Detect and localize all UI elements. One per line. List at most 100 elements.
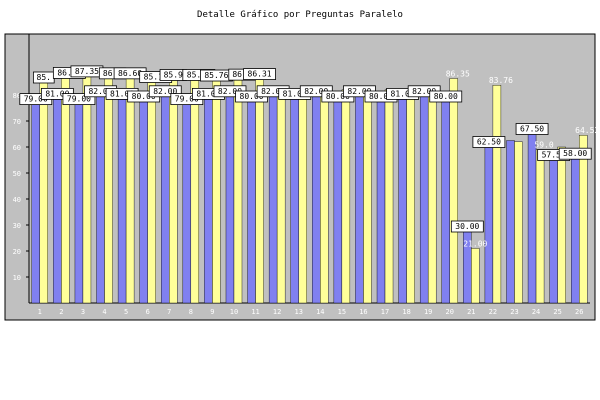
bar-series2-3	[82, 75, 92, 304]
data-label-series2-10: 86.1	[232, 70, 251, 79]
bar-series1-10	[225, 89, 235, 304]
data-label-series1-20-box	[429, 90, 463, 103]
data-label-series2-4: 86.6	[103, 69, 122, 78]
x-tick-label: 25	[553, 308, 561, 316]
data-label-series1-3-box	[62, 93, 96, 105]
bar-series2-14	[320, 89, 329, 304]
bar-series1-20	[441, 94, 450, 304]
y-tick-label: 50	[13, 170, 21, 178]
x-tick-label: 23	[510, 308, 518, 316]
bar-series1-9	[204, 92, 213, 304]
x-tick-label: 15	[338, 308, 346, 316]
data-label-series1-9: 81.00	[196, 89, 220, 98]
bar-series2-7	[169, 79, 178, 304]
bar-series2-9	[212, 79, 221, 304]
data-label-series1-1: 79.00	[24, 95, 48, 104]
data-label-series2-24: 59.0	[534, 141, 553, 150]
bar-series1-5	[117, 92, 127, 304]
bar-series2-10	[233, 78, 243, 304]
x-tick-label: 12	[273, 308, 281, 316]
data-label-series2-20: 86.35	[446, 69, 470, 78]
data-label-series2-11-box	[243, 68, 276, 80]
bar-series2-15	[341, 89, 351, 304]
data-label-series1-21-box	[450, 220, 484, 233]
data-label-series1-16: 82.00	[347, 87, 371, 96]
x-tick-label: 26	[575, 308, 583, 316]
data-label-series2-8: 85.97	[187, 70, 211, 79]
y-tick-label: 60	[13, 144, 21, 152]
bar-series1-11	[247, 94, 256, 304]
bar-series1-15	[333, 94, 343, 304]
data-label-series2-5: 86.60	[118, 69, 142, 78]
bar-series2-1	[39, 81, 48, 304]
bar-series1-21	[463, 224, 472, 304]
bar-series2-16	[363, 89, 372, 304]
x-tick-label: 1	[38, 308, 42, 316]
data-label-series1-19: 82.00	[412, 87, 436, 96]
bar-series2-24	[535, 149, 545, 304]
x-tick-label: 5	[124, 308, 128, 316]
x-tick-label: 14	[316, 308, 324, 316]
bar-series1-1	[31, 97, 40, 304]
bar-series2-2	[61, 77, 70, 304]
bar-series2-19	[427, 89, 437, 304]
y-tick-label: 40	[13, 196, 21, 204]
bar-series1-12	[268, 89, 278, 304]
bar-series1-14	[312, 89, 321, 304]
data-label-series1-15: 80.00	[326, 92, 350, 101]
bar-series1-24	[527, 127, 537, 304]
data-label-series1-25: 57.50	[542, 151, 566, 160]
data-label-series1-12: 82.00	[261, 87, 285, 96]
data-label-series1-8: 79.00	[175, 95, 199, 104]
data-label-series1-22: 62.50	[477, 138, 501, 147]
data-label-series1-7: 82.00	[153, 87, 177, 96]
x-tick-label: 17	[381, 308, 389, 316]
bar-series2-25	[557, 146, 566, 304]
data-label-series1-10: 82.00	[218, 87, 242, 96]
y-tick-label: 10	[13, 274, 21, 282]
x-tick-label: 21	[467, 308, 475, 316]
bar-series1-4	[96, 89, 105, 304]
data-label-series2-3: 87.35	[75, 67, 99, 76]
data-label-series1-5: 81.00	[110, 89, 134, 98]
x-tick-label: 18	[402, 308, 410, 316]
bar-series1-16	[355, 89, 364, 304]
x-tick-label: 9	[210, 308, 214, 316]
bar-series1-22	[484, 140, 494, 304]
y-tick-label: 20	[13, 248, 21, 256]
bar-series1-18	[398, 92, 407, 304]
data-label-series1-22-box	[472, 136, 506, 148]
data-label-series1-11: 80.00	[240, 92, 264, 101]
bar-series2-8	[190, 79, 200, 304]
bar-series1-6	[139, 94, 148, 304]
data-label-series2-22: 83.76	[489, 76, 513, 85]
bar-series2-6	[147, 81, 156, 304]
x-tick-label: 13	[294, 308, 302, 316]
data-label-series1-4: 82.00	[88, 87, 112, 96]
data-label-series2-9: 85.76	[204, 71, 228, 80]
data-label-series2-1: 85.	[37, 73, 51, 82]
data-label-series2-6: 85.18	[144, 73, 168, 82]
x-tick-label: 10	[230, 308, 238, 316]
data-label-series1-2: 81.00	[45, 89, 69, 98]
x-tick-label: 20	[446, 308, 454, 316]
data-label-series1-26-box	[558, 147, 592, 160]
data-label-series1-21: 30.00	[455, 222, 479, 231]
x-tick-label: 2	[59, 308, 63, 316]
bar-series1-3	[74, 97, 84, 304]
data-label-series2-11: 86.31	[248, 70, 272, 79]
bar-series1-17	[376, 94, 386, 304]
x-tick-label: 22	[489, 308, 497, 316]
bar-series1-2	[53, 92, 62, 304]
bar-series2-11	[255, 78, 264, 304]
bar-series2-22	[492, 85, 502, 304]
x-tick-label: 3	[81, 308, 85, 316]
chart-title: Detalle Gráfico por Preguntas Paralelo	[197, 10, 403, 20]
bar-series2-26	[579, 135, 588, 304]
bar-series2-17	[384, 89, 394, 304]
bar-series2-21	[471, 248, 480, 304]
data-label-series1-24: 67.50	[520, 125, 544, 134]
data-label-series1-18: 81.00	[391, 89, 415, 98]
